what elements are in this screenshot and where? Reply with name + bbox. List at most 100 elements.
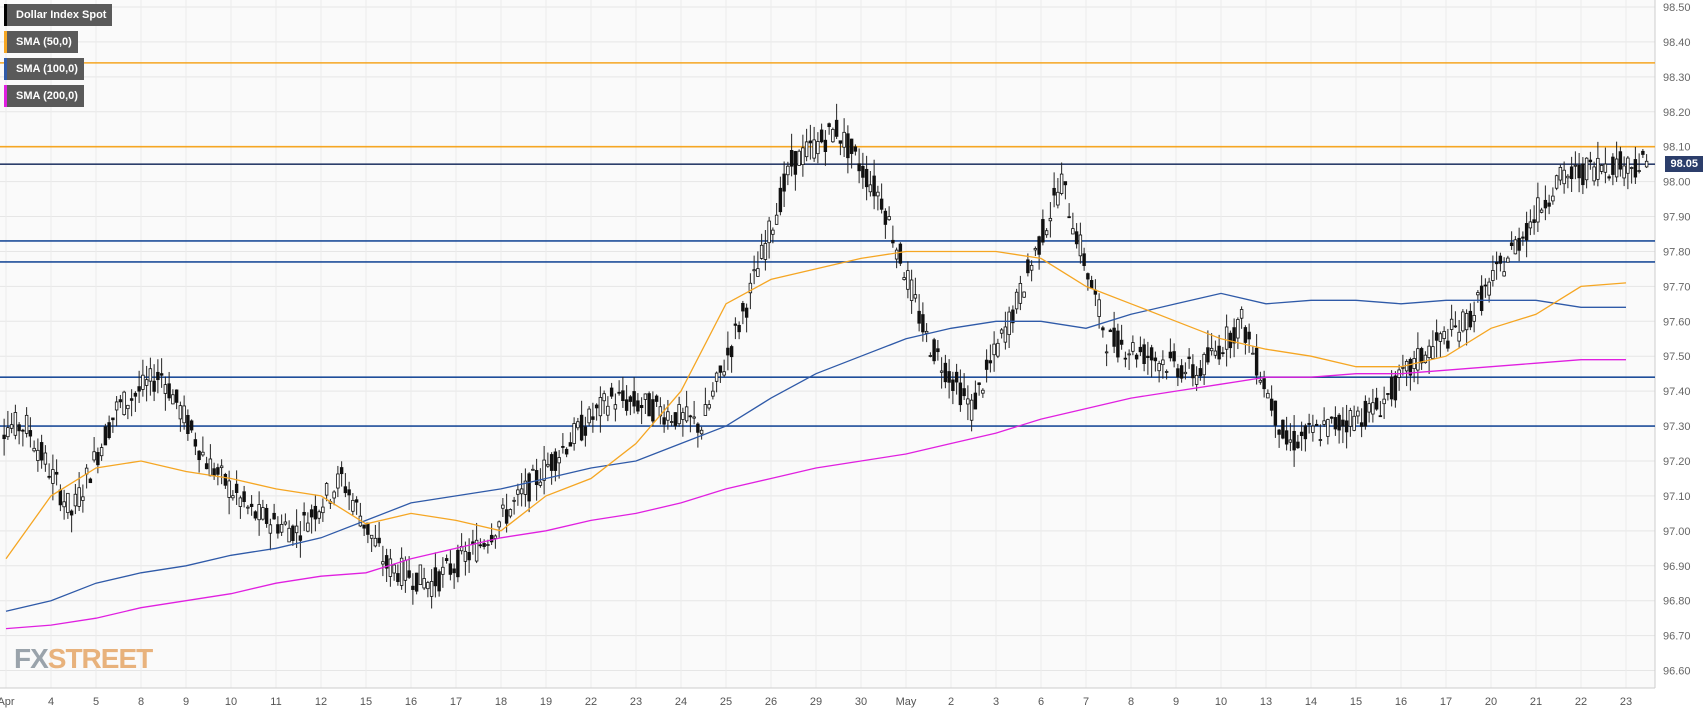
candle-body: [1453, 325, 1458, 328]
candle-body: [223, 473, 228, 486]
candle-body: [354, 499, 359, 503]
candle-body: [1288, 439, 1293, 443]
candle-body: [294, 525, 299, 534]
y-tick-label: 97.90: [1663, 212, 1691, 224]
candle-body: [842, 131, 846, 148]
candle-body: [257, 504, 261, 521]
candle-body: [242, 491, 246, 502]
candle-body: [1494, 261, 1499, 265]
candle-body: [624, 399, 629, 411]
candle-body: [193, 439, 198, 447]
chart-legend: Dollar Index Spot SMA (50,0) SMA (100,0)…: [4, 4, 113, 112]
candle-body: [831, 128, 835, 143]
candle-body: [156, 371, 160, 381]
legend-label: SMA (50,0): [16, 36, 72, 48]
candle-body: [1588, 159, 1593, 163]
candle-body: [594, 404, 599, 409]
candle-body: [1326, 419, 1330, 437]
candle-body: [111, 417, 115, 421]
candle-body: [527, 473, 531, 502]
candle-body: [1052, 187, 1056, 196]
candle-body: [486, 544, 490, 546]
candle-body: [711, 390, 715, 397]
candle-body: [291, 525, 295, 541]
candle-body: [1438, 333, 1443, 342]
candle-body: [1626, 157, 1630, 174]
candle-body: [677, 404, 681, 425]
candle-body: [1607, 176, 1611, 179]
y-tick-label: 97.50: [1663, 351, 1691, 363]
x-tick-label: 11: [270, 696, 281, 708]
candle-body: [347, 489, 351, 496]
candle-body: [1479, 285, 1484, 311]
candle-body: [1596, 157, 1600, 180]
candle-body: [1554, 175, 1559, 189]
candle-body: [643, 393, 648, 400]
candle-body: [159, 373, 164, 376]
candle-body: [1318, 439, 1323, 441]
candle-body: [1337, 414, 1341, 431]
candle-body: [216, 467, 220, 475]
candle-body: [268, 524, 273, 534]
candle-body: [1558, 166, 1563, 181]
candle-body: [752, 269, 756, 272]
candle-body: [1611, 156, 1615, 175]
candle-body: [62, 501, 66, 508]
candle-body: [1461, 311, 1465, 332]
candle-body: [516, 489, 520, 495]
candle-body: [302, 511, 306, 516]
candle-body: [321, 506, 325, 514]
x-tick-label: 10: [1215, 696, 1227, 708]
candle-body: [1041, 219, 1045, 243]
x-tick-label: 20: [1485, 696, 1497, 708]
legend-swatch: [4, 85, 7, 107]
candle-body: [1618, 151, 1623, 170]
y-tick-label: 96.90: [1663, 561, 1691, 573]
candle-body: [519, 488, 524, 495]
candle-body: [1172, 351, 1176, 362]
candle-body: [399, 557, 404, 586]
y-tick-label: 97.80: [1663, 246, 1691, 258]
candle-body: [647, 393, 651, 417]
candle-body: [1367, 403, 1371, 413]
x-tick-label: 13: [1260, 696, 1272, 708]
candle-body: [819, 129, 824, 143]
candle-body: [1521, 236, 1525, 239]
candle-body: [306, 522, 310, 532]
candle-body: [24, 414, 29, 434]
candle-body: [823, 139, 828, 152]
candle-body: [152, 380, 156, 392]
candle-body: [246, 506, 250, 509]
candle-body: [1393, 375, 1398, 401]
candle-body: [332, 491, 336, 499]
candle-body: [669, 421, 674, 423]
candle-body: [1011, 309, 1015, 324]
candle-body: [103, 426, 108, 446]
candle-body: [21, 429, 25, 432]
candle-body: [261, 507, 265, 520]
candle-body: [1224, 326, 1229, 350]
x-tick-label: 14: [1305, 696, 1317, 708]
candle-body: [17, 424, 21, 432]
candle-body: [1176, 368, 1180, 378]
candle-body: [141, 374, 145, 390]
candle-body: [249, 503, 254, 507]
candle-body: [1168, 351, 1173, 359]
candle-body: [77, 487, 81, 507]
candle-body: [681, 412, 685, 420]
candle-body: [816, 141, 820, 155]
candle-body: [1468, 310, 1473, 328]
candle-body: [538, 481, 543, 486]
candle-body: [726, 347, 730, 356]
x-tick-label: 25: [720, 696, 732, 708]
candle-body: [279, 524, 284, 533]
candle-body: [921, 314, 925, 333]
candle-body: [489, 534, 494, 543]
candle-body: [801, 147, 805, 166]
candle-body: [1251, 352, 1255, 355]
candle-body: [853, 146, 858, 152]
candle-body: [947, 371, 951, 383]
candle-body: [1299, 431, 1304, 437]
candle-body: [932, 339, 936, 362]
candle-body: [362, 524, 366, 529]
